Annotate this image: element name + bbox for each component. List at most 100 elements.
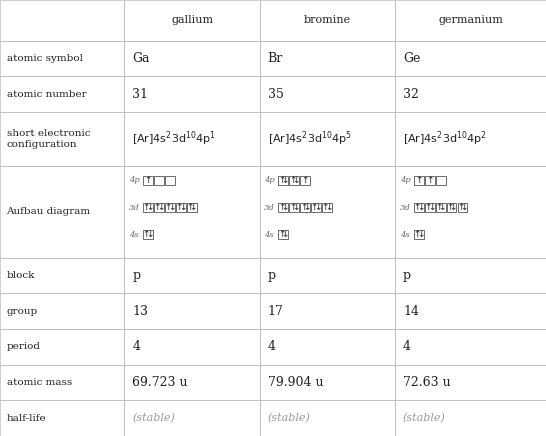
Text: 3d: 3d: [400, 204, 411, 211]
Text: ↓: ↓: [189, 203, 197, 212]
Text: ↑: ↑: [426, 176, 434, 185]
Text: ↑: ↑: [413, 230, 421, 239]
Text: ↓: ↓: [281, 203, 289, 212]
Text: ↑: ↑: [153, 203, 161, 212]
Text: ↓: ↓: [428, 203, 435, 212]
Bar: [447, 203, 456, 212]
Bar: [124, 364, 260, 400]
Bar: [154, 203, 164, 212]
Text: ↑: ↑: [175, 203, 183, 212]
Text: ↑: ↑: [300, 203, 307, 212]
Text: ↑: ↑: [322, 203, 329, 212]
Bar: [289, 203, 299, 212]
Text: (stable): (stable): [132, 413, 175, 423]
Bar: [124, 329, 260, 364]
Bar: [395, 41, 546, 76]
Bar: [124, 400, 260, 436]
Bar: [289, 176, 299, 185]
Bar: [143, 176, 153, 185]
Bar: [260, 41, 395, 76]
Bar: [143, 230, 153, 239]
Bar: [395, 112, 546, 166]
Bar: [0, 329, 124, 364]
Bar: [322, 203, 332, 212]
Text: $\rm[Ar]4s^23d^{10}4p^5$: $\rm[Ar]4s^23d^{10}4p^5$: [268, 129, 352, 148]
Text: ↓: ↓: [303, 203, 311, 212]
Text: ↑: ↑: [289, 203, 296, 212]
Text: 4s: 4s: [264, 231, 274, 238]
Text: 4s: 4s: [129, 231, 139, 238]
Bar: [278, 176, 288, 185]
Text: ↓: ↓: [314, 203, 322, 212]
Bar: [124, 293, 260, 329]
Bar: [0, 258, 124, 293]
Text: ↑: ↑: [278, 230, 286, 239]
Text: ↓: ↓: [292, 203, 300, 212]
Bar: [154, 176, 164, 185]
Text: 79.904 u: 79.904 u: [268, 376, 323, 389]
Bar: [260, 0, 395, 41]
Bar: [124, 41, 260, 76]
Text: ↑: ↑: [144, 176, 152, 185]
Bar: [0, 76, 124, 112]
Text: 4: 4: [403, 340, 411, 353]
Text: ↓: ↓: [417, 230, 424, 239]
Text: gallium: gallium: [171, 15, 213, 25]
Text: ↑: ↑: [446, 203, 454, 212]
Text: block: block: [7, 271, 35, 280]
Bar: [395, 0, 546, 41]
Text: group: group: [7, 307, 38, 316]
Bar: [0, 400, 124, 436]
Bar: [124, 112, 260, 166]
Text: 31: 31: [132, 88, 148, 101]
Text: ↑: ↑: [289, 176, 296, 185]
Bar: [311, 203, 321, 212]
Text: ↑: ↑: [415, 176, 423, 185]
Text: 3d: 3d: [264, 204, 275, 211]
Bar: [260, 293, 395, 329]
Bar: [395, 293, 546, 329]
Bar: [278, 230, 288, 239]
Text: 69.723 u: 69.723 u: [132, 376, 188, 389]
Text: ↓: ↓: [146, 230, 153, 239]
Text: ↑: ↑: [413, 203, 421, 212]
Bar: [187, 203, 197, 212]
Text: ↑: ↑: [424, 203, 432, 212]
Text: (stable): (stable): [268, 413, 311, 423]
Text: ↓: ↓: [157, 203, 164, 212]
Text: p: p: [403, 269, 411, 282]
Text: ↑: ↑: [311, 203, 318, 212]
Text: ↓: ↓: [281, 230, 289, 239]
Text: ↑: ↑: [278, 176, 286, 185]
Text: ↓: ↓: [417, 203, 424, 212]
Text: ↓: ↓: [179, 203, 186, 212]
Text: half-life: half-life: [7, 414, 46, 422]
Bar: [260, 166, 395, 258]
Text: ↓: ↓: [281, 176, 289, 185]
Text: short electronic
configuration: short electronic configuration: [7, 129, 90, 149]
Text: 4p: 4p: [400, 177, 411, 184]
Text: 13: 13: [132, 305, 148, 317]
Text: ↓: ↓: [146, 203, 153, 212]
Bar: [395, 76, 546, 112]
Bar: [260, 329, 395, 364]
Bar: [278, 203, 288, 212]
Bar: [124, 166, 260, 258]
Text: p: p: [132, 269, 140, 282]
Text: period: period: [7, 342, 40, 351]
Text: ↑: ↑: [143, 203, 150, 212]
Text: 72.63 u: 72.63 u: [403, 376, 450, 389]
Bar: [260, 400, 395, 436]
Bar: [165, 203, 175, 212]
Text: 4: 4: [132, 340, 140, 353]
Bar: [300, 176, 310, 185]
Text: 14: 14: [403, 305, 419, 317]
Bar: [124, 0, 260, 41]
Text: atomic symbol: atomic symbol: [7, 54, 82, 63]
Text: ↑: ↑: [278, 203, 286, 212]
Text: 35: 35: [268, 88, 283, 101]
Text: bromine: bromine: [304, 15, 351, 25]
Bar: [395, 166, 546, 258]
Bar: [176, 203, 186, 212]
Bar: [300, 203, 310, 212]
